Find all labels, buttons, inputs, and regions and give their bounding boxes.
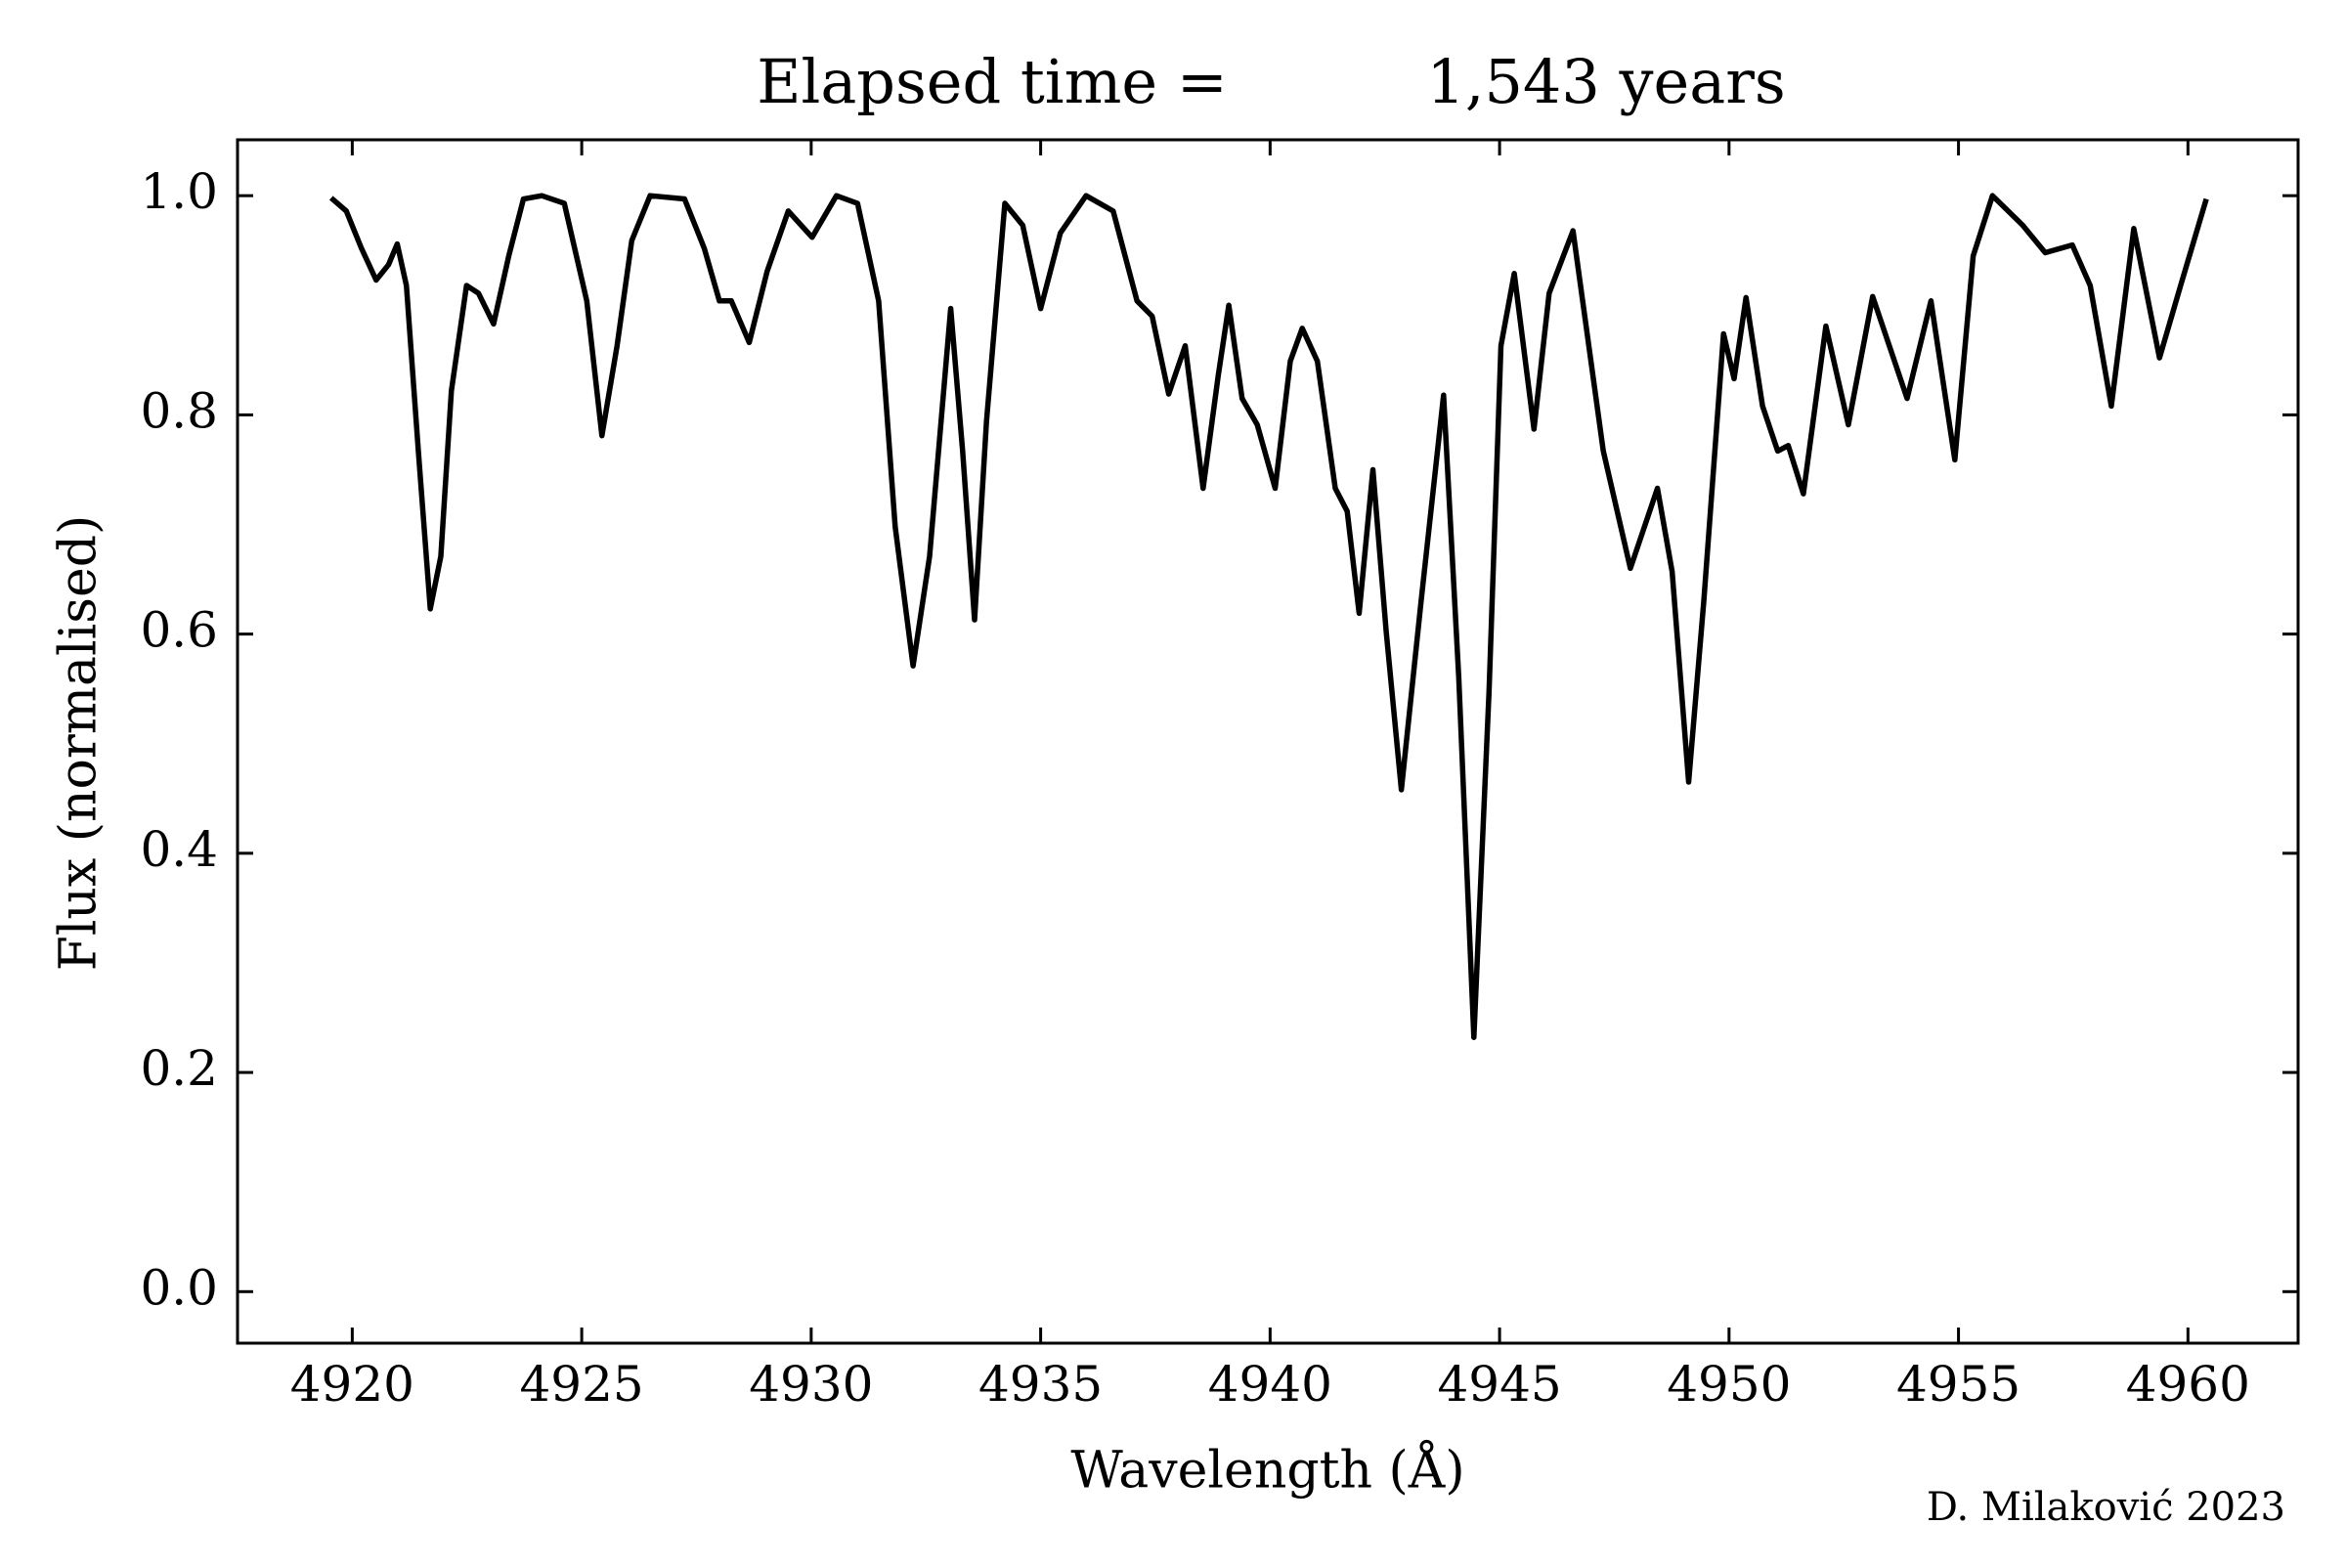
chart-title: Elapsed time = (757, 46, 1228, 117)
y-axis-label: Flux (normalised) (50, 515, 109, 972)
spectrum-line (328, 193, 2209, 1040)
x-axis-label: Wavelength (Å) (1070, 1440, 1464, 1501)
y-tick-label: 0.4 (140, 821, 218, 878)
x-tick-label: 4955 (1896, 1356, 2020, 1413)
x-tick-label: 4940 (1208, 1356, 1332, 1413)
y-tick-label: 0.8 (140, 382, 218, 439)
x-tick-label: 4950 (1667, 1356, 1791, 1413)
y-tick-label: 0.0 (140, 1259, 218, 1316)
x-tick-label: 4935 (978, 1356, 1103, 1413)
x-tick-label: 4960 (2126, 1356, 2250, 1413)
x-tick-label: 4920 (290, 1356, 414, 1413)
plot-frame (236, 138, 2300, 1345)
x-tick-label: 4945 (1437, 1356, 1561, 1413)
chart-title-value: 1,543 years (1426, 46, 1785, 117)
y-tick-label: 0.6 (140, 602, 218, 659)
y-tick-label: 0.2 (140, 1040, 218, 1097)
x-tick-label: 4925 (519, 1356, 643, 1413)
y-tick-label: 1.0 (140, 163, 218, 220)
credit: D. Milaković 2023 (1927, 1485, 2285, 1530)
x-tick-label: 4930 (749, 1356, 873, 1413)
